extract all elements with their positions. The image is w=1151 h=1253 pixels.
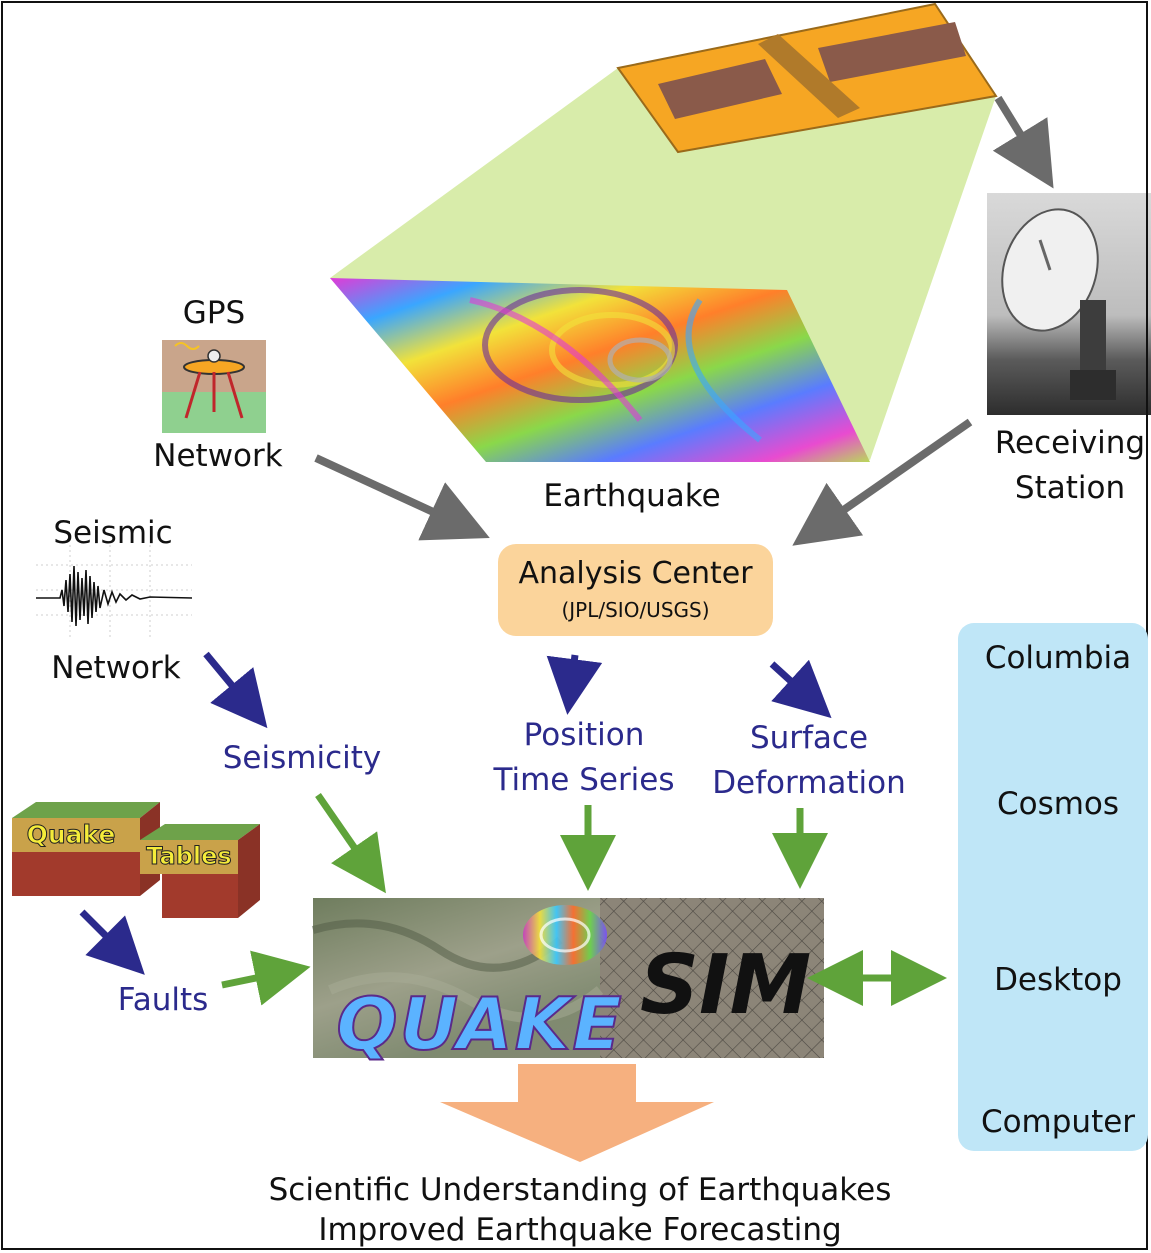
arrow-analysis-to-surface — [769, 659, 832, 719]
gps-network-label: Network — [153, 438, 283, 474]
computer-label: Computer — [980, 1104, 1136, 1140]
arrow-analysis-to-position — [546, 654, 603, 715]
quake-text: Quake — [26, 820, 116, 850]
station-label: Station — [1014, 470, 1126, 506]
arrow-seismic-to-seismicity — [203, 651, 268, 729]
deformation-label: Deformation — [712, 765, 906, 801]
arrow-station-to-analysis — [792, 418, 973, 546]
gps-label: GPS — [182, 295, 246, 331]
seismicity-label: Seismicity — [222, 740, 382, 776]
analysis-center-title: Analysis Center — [518, 556, 753, 591]
arrow-seismicity-to-quakesim — [315, 793, 386, 894]
dish-antenna-icon — [987, 193, 1151, 415]
radar-swath — [330, 68, 996, 460]
arrow-tables-to-faults — [79, 909, 145, 975]
outcome-line-2: Improved Earthquake Forecasting — [318, 1212, 842, 1248]
quakesim-logo-right: SIM — [640, 938, 812, 1033]
arrow-outcome — [440, 1064, 714, 1162]
tables-text: Tables — [146, 842, 232, 871]
receiving-label: Receiving — [994, 425, 1146, 461]
arrow-gps-to-analysis — [314, 454, 490, 541]
time-series-label: Time Series — [493, 762, 675, 798]
arrow-faults-to-quakesim — [221, 950, 311, 1006]
arrow-satellite-to-station — [992, 95, 1054, 189]
computer-resources-panel — [958, 623, 1148, 1151]
analysis-center-subtitle: (JPL/SIO/USGS) — [561, 598, 710, 622]
seismogram-icon — [36, 545, 193, 637]
columbia-label: Columbia — [984, 640, 1132, 676]
outcome-line-1: Scientific Understanding of Earthquakes — [268, 1172, 892, 1208]
gps-tripod-icon — [162, 340, 266, 433]
seismic-label: Seismic — [53, 515, 173, 551]
cosmos-label: Cosmos — [996, 786, 1120, 822]
fault-block-icon — [12, 802, 260, 918]
quakesim-logo-left: QUAKE — [335, 981, 624, 1067]
quakesim-banner — [311, 898, 824, 1058]
analysis-center-box: Analysis Center (JPL/SIO/USGS) — [498, 544, 773, 636]
surface-label: Surface — [749, 720, 869, 756]
desktop-label: Desktop — [994, 962, 1122, 998]
satellite-icon — [616, 2, 998, 154]
faults-label: Faults — [117, 982, 209, 1018]
interferogram-image — [330, 278, 870, 462]
seismic-network-label: Network — [51, 650, 181, 686]
position-label: Position — [523, 717, 645, 753]
earthquake-label: Earthquake — [543, 478, 721, 514]
